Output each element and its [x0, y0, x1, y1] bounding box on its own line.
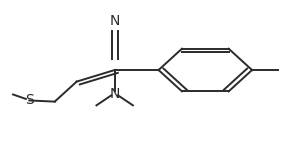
Text: N: N [110, 87, 120, 101]
Text: N: N [110, 14, 120, 28]
Text: S: S [25, 93, 34, 107]
